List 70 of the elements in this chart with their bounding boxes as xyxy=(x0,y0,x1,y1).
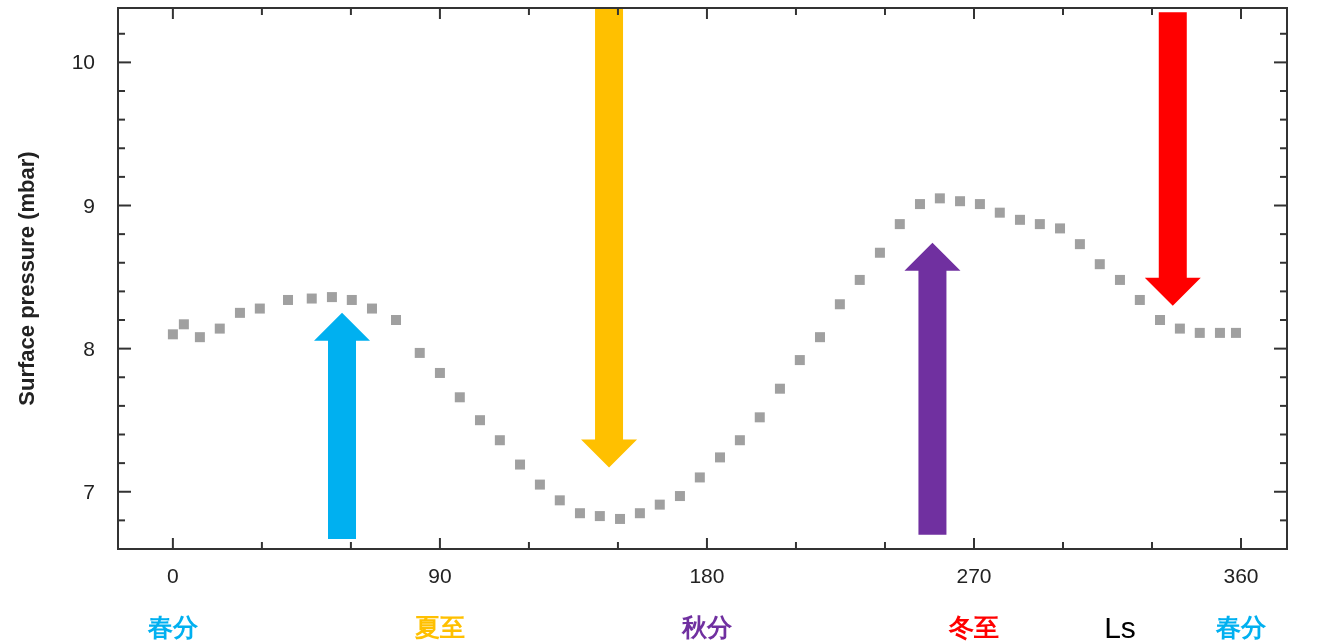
x-tick-label: 360 xyxy=(1223,564,1259,587)
point xyxy=(515,459,526,470)
point xyxy=(434,367,445,378)
point xyxy=(214,323,225,334)
point xyxy=(615,513,626,524)
text: 冬至 xyxy=(947,613,999,642)
point xyxy=(178,319,189,330)
point xyxy=(1134,294,1145,305)
text: 秋分 xyxy=(680,613,733,642)
point xyxy=(814,332,825,343)
text: 夏至 xyxy=(413,613,465,642)
x-axis-title: Ls xyxy=(1104,611,1136,644)
point xyxy=(715,452,726,463)
point xyxy=(955,196,966,207)
point xyxy=(167,329,178,340)
point xyxy=(894,219,905,230)
point xyxy=(1055,223,1066,234)
point xyxy=(1194,327,1205,338)
point xyxy=(914,199,925,210)
point xyxy=(494,435,505,446)
point xyxy=(254,303,265,314)
point xyxy=(1114,274,1125,285)
point xyxy=(1014,214,1025,225)
x-tick-label: 270 xyxy=(956,564,992,587)
point xyxy=(574,508,585,519)
point xyxy=(346,294,357,305)
point xyxy=(283,294,294,305)
y-tick-label: 9 xyxy=(83,193,95,217)
point xyxy=(391,315,402,326)
point xyxy=(1094,259,1105,270)
point xyxy=(774,383,785,394)
point xyxy=(994,207,1005,218)
x-tick-label: 0 xyxy=(167,564,179,587)
y-tick-label: 7 xyxy=(83,479,95,503)
point xyxy=(554,495,565,506)
point xyxy=(194,332,205,343)
point xyxy=(734,435,745,446)
point xyxy=(1214,327,1225,338)
point xyxy=(234,307,245,318)
x-tick-label: 90 xyxy=(428,564,452,587)
point xyxy=(874,247,885,258)
point xyxy=(634,508,645,519)
point xyxy=(1230,327,1241,338)
point xyxy=(694,472,705,483)
point xyxy=(854,274,865,285)
point xyxy=(1034,219,1045,230)
text: 春分 xyxy=(146,613,199,642)
text: 春分 xyxy=(1215,613,1268,642)
y-tick-label: 8 xyxy=(83,336,95,360)
point xyxy=(1174,323,1185,334)
point xyxy=(326,292,337,303)
point xyxy=(594,511,605,522)
y-tick-label: 10 xyxy=(71,50,95,74)
point xyxy=(674,491,685,502)
y-axis-title: Surface pressure (mbar) xyxy=(14,151,39,406)
x-tick-label: 180 xyxy=(689,564,725,587)
point xyxy=(754,412,765,423)
point xyxy=(306,293,317,304)
point xyxy=(654,499,665,510)
point xyxy=(794,355,805,366)
point xyxy=(454,392,465,403)
point xyxy=(1074,239,1085,250)
point xyxy=(474,415,485,426)
point xyxy=(414,347,425,358)
point xyxy=(534,479,545,490)
point xyxy=(1155,315,1166,326)
point xyxy=(934,193,945,204)
point xyxy=(834,299,845,310)
point xyxy=(974,199,985,210)
point xyxy=(366,303,377,314)
